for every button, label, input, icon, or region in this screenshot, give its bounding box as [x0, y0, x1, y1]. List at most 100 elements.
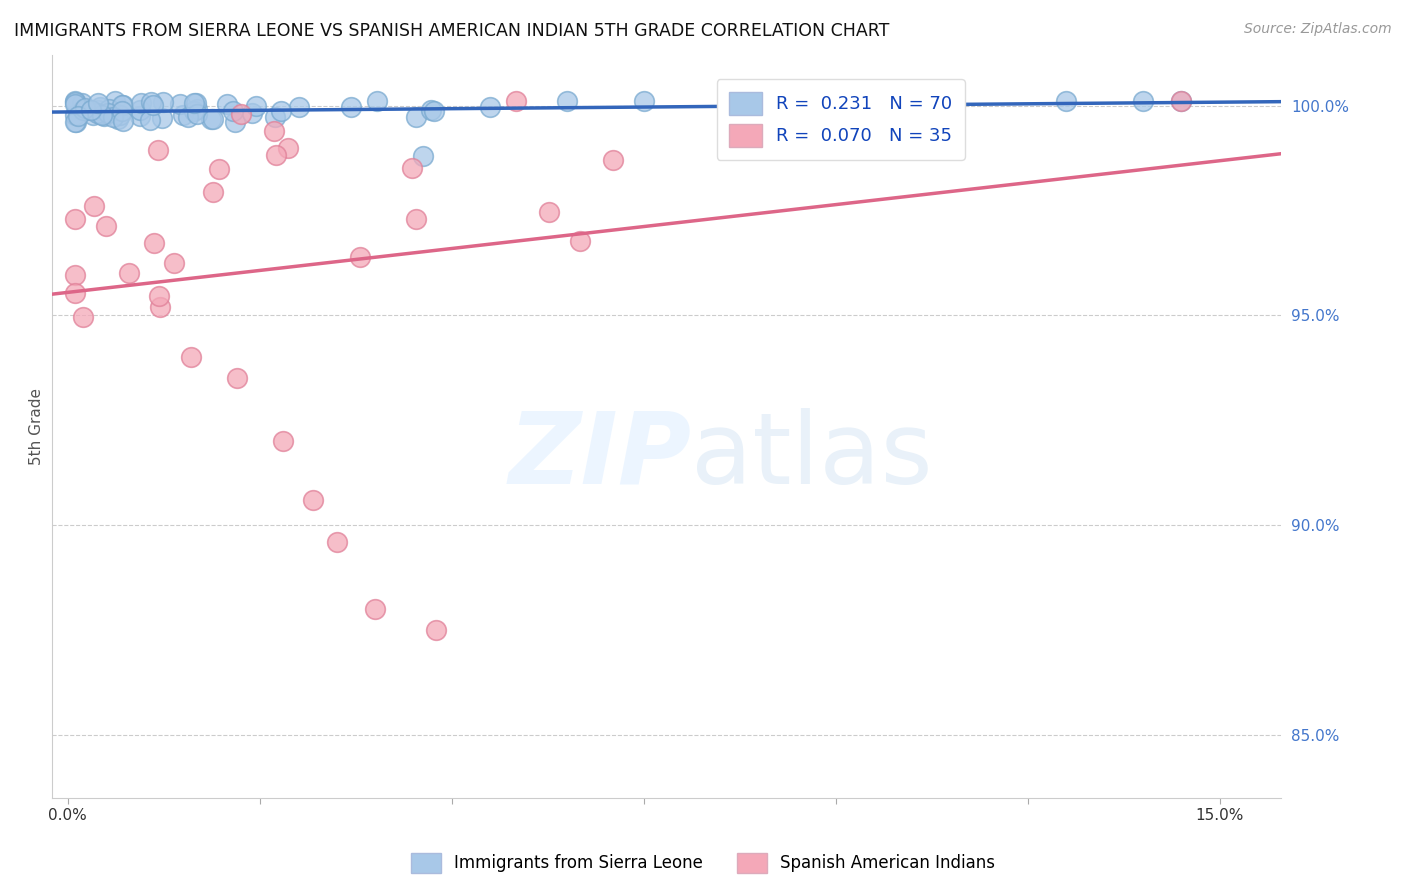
Point: [87, 96, 110, 111]
Point: [200, 112, 222, 126]
Point: [148, 143, 170, 157]
Point: [183, 103, 205, 118]
Point: [129, 95, 152, 110]
Point: [1170, 95, 1192, 109]
Point: [139, 95, 162, 109]
Point: [245, 99, 267, 113]
Point: [1132, 95, 1154, 109]
Point: [177, 110, 200, 124]
Point: [65, 95, 87, 109]
Point: [240, 105, 263, 120]
Point: [65, 96, 87, 111]
Text: atlas: atlas: [692, 408, 934, 505]
Point: [72, 310, 94, 324]
Point: [325, 535, 347, 549]
Point: [91, 108, 114, 122]
Point: [222, 103, 245, 118]
Point: [202, 185, 225, 199]
Point: [748, 95, 770, 109]
Point: [422, 103, 444, 118]
Point: [93, 109, 115, 123]
Point: [82, 108, 104, 122]
Text: Source: ZipAtlas.com: Source: ZipAtlas.com: [1244, 22, 1392, 37]
Legend: Immigrants from Sierra Leone, Spanish American Indians: Immigrants from Sierra Leone, Spanish Am…: [405, 847, 1001, 880]
Point: [118, 267, 141, 281]
Point: [94, 219, 117, 233]
Point: [405, 110, 427, 124]
Point: [111, 103, 134, 118]
Point: [87, 103, 110, 117]
Point: [80, 103, 103, 118]
Point: [83, 199, 105, 213]
Point: [143, 235, 166, 250]
Point: [537, 205, 560, 219]
Point: [184, 95, 207, 110]
Point: [89, 107, 111, 121]
Point: [152, 95, 174, 110]
Point: [366, 95, 388, 109]
Point: [112, 97, 135, 112]
Point: [270, 103, 292, 118]
Point: [180, 351, 202, 365]
Point: [224, 115, 246, 129]
Point: [266, 148, 288, 162]
Point: [717, 102, 740, 116]
Point: [186, 107, 208, 121]
Point: [173, 108, 195, 122]
Point: [633, 95, 655, 109]
Point: [225, 371, 247, 385]
Point: [65, 114, 87, 128]
Point: [149, 300, 172, 314]
Point: [142, 98, 165, 112]
Point: [602, 153, 624, 168]
Point: [419, 103, 441, 117]
Point: [901, 95, 924, 109]
Point: [479, 100, 502, 114]
Point: [202, 112, 225, 127]
Point: [138, 113, 160, 128]
Point: [97, 105, 120, 120]
Point: [263, 124, 285, 138]
Point: [208, 162, 231, 177]
Point: [505, 95, 527, 109]
Point: [65, 268, 87, 283]
Point: [271, 434, 294, 449]
Point: [405, 212, 427, 227]
Point: [401, 161, 423, 175]
Point: [65, 95, 87, 109]
Point: [163, 256, 186, 270]
Point: [104, 95, 127, 109]
Point: [86, 105, 108, 120]
Point: [412, 149, 434, 163]
Point: [101, 111, 124, 125]
Point: [65, 286, 87, 301]
Point: [555, 95, 578, 109]
Point: [186, 102, 208, 116]
Point: [111, 98, 134, 112]
Point: [152, 111, 174, 125]
Point: [169, 96, 191, 111]
Point: [70, 96, 93, 111]
Point: [277, 141, 299, 155]
Point: [148, 289, 170, 303]
Point: [264, 111, 287, 125]
Point: [112, 113, 135, 128]
Y-axis label: 5th Grade: 5th Grade: [30, 388, 44, 465]
Point: [73, 101, 96, 115]
Point: [65, 108, 87, 122]
Point: [67, 109, 90, 123]
Point: [107, 112, 129, 127]
Point: [288, 100, 311, 114]
Point: [75, 103, 97, 117]
Point: [217, 97, 239, 112]
Text: IMMIGRANTS FROM SIERRA LEONE VS SPANISH AMERICAN INDIAN 5TH GRADE CORRELATION CH: IMMIGRANTS FROM SIERRA LEONE VS SPANISH …: [14, 22, 890, 40]
Point: [65, 114, 87, 128]
Point: [128, 109, 150, 123]
Point: [1054, 95, 1077, 109]
Point: [302, 493, 325, 508]
Legend: R =  0.231   N = 70, R =  0.070   N = 35: R = 0.231 N = 70, R = 0.070 N = 35: [717, 79, 965, 160]
Point: [65, 212, 87, 227]
Point: [89, 99, 111, 113]
Point: [425, 623, 447, 637]
Point: [1170, 95, 1192, 109]
